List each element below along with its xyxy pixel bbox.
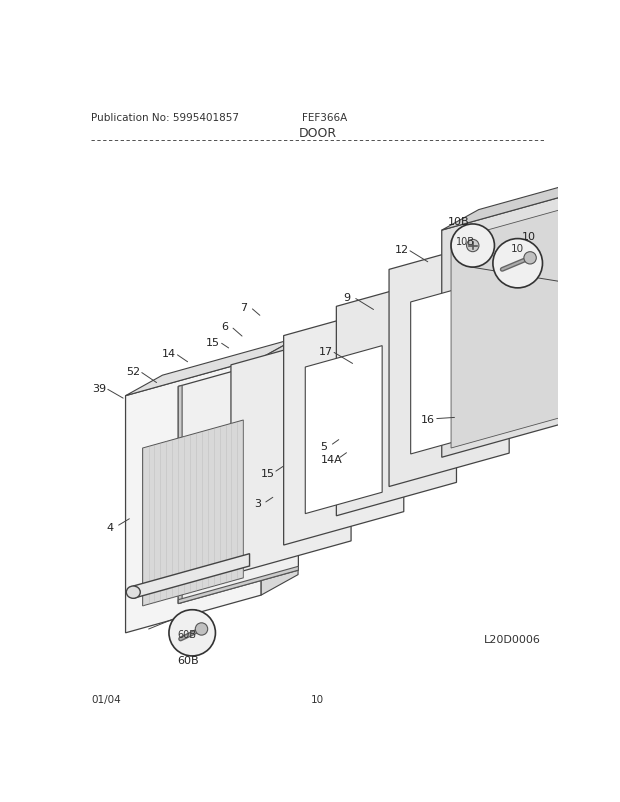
Text: 5: 5 bbox=[321, 441, 327, 452]
Text: 60B: 60B bbox=[177, 655, 199, 665]
Polygon shape bbox=[305, 346, 382, 514]
Text: 10B: 10B bbox=[456, 237, 474, 246]
Polygon shape bbox=[231, 332, 351, 574]
Text: 60B: 60B bbox=[177, 630, 197, 639]
Polygon shape bbox=[283, 303, 404, 545]
Polygon shape bbox=[441, 175, 606, 231]
Polygon shape bbox=[179, 566, 298, 604]
Text: 14A: 14A bbox=[321, 454, 343, 464]
Polygon shape bbox=[570, 175, 606, 422]
Polygon shape bbox=[179, 386, 182, 604]
Circle shape bbox=[195, 623, 208, 635]
Text: 6: 6 bbox=[221, 322, 228, 332]
Text: 15: 15 bbox=[260, 468, 275, 478]
Polygon shape bbox=[441, 196, 570, 458]
Circle shape bbox=[585, 341, 591, 347]
Text: 16: 16 bbox=[421, 415, 435, 424]
Polygon shape bbox=[125, 338, 298, 396]
Circle shape bbox=[585, 250, 591, 256]
Circle shape bbox=[493, 239, 542, 289]
Circle shape bbox=[169, 610, 216, 656]
Polygon shape bbox=[133, 554, 249, 598]
Text: 10B: 10B bbox=[448, 217, 469, 227]
Text: 10: 10 bbox=[511, 244, 525, 253]
Polygon shape bbox=[410, 282, 487, 455]
Text: 52: 52 bbox=[126, 367, 140, 377]
Text: 12: 12 bbox=[394, 245, 409, 255]
Circle shape bbox=[451, 225, 495, 268]
Text: 7: 7 bbox=[241, 302, 247, 313]
Polygon shape bbox=[451, 210, 561, 448]
Text: FEF366A: FEF366A bbox=[303, 113, 347, 124]
Text: ReplacementParts.com: ReplacementParts.com bbox=[237, 427, 398, 442]
Polygon shape bbox=[336, 273, 456, 516]
Text: 01/04: 01/04 bbox=[92, 695, 121, 704]
Circle shape bbox=[466, 240, 479, 253]
Text: 39: 39 bbox=[92, 383, 106, 394]
Text: 9: 9 bbox=[343, 293, 351, 302]
Polygon shape bbox=[143, 420, 243, 606]
Text: 10: 10 bbox=[311, 695, 324, 704]
Polygon shape bbox=[389, 237, 509, 487]
Text: 10: 10 bbox=[522, 231, 536, 241]
Circle shape bbox=[585, 295, 591, 302]
Circle shape bbox=[524, 253, 536, 265]
Polygon shape bbox=[261, 338, 298, 595]
Text: DOOR: DOOR bbox=[299, 127, 337, 140]
Text: 3: 3 bbox=[254, 499, 261, 508]
Text: 15: 15 bbox=[206, 338, 220, 347]
Text: 4: 4 bbox=[107, 522, 113, 532]
Text: Publication No: 5995401857: Publication No: 5995401857 bbox=[92, 113, 239, 124]
Polygon shape bbox=[179, 354, 298, 604]
Text: 14: 14 bbox=[162, 349, 176, 358]
Text: 17: 17 bbox=[319, 346, 332, 357]
Ellipse shape bbox=[126, 586, 140, 598]
Polygon shape bbox=[125, 358, 261, 633]
Text: L20D0006: L20D0006 bbox=[484, 634, 541, 645]
